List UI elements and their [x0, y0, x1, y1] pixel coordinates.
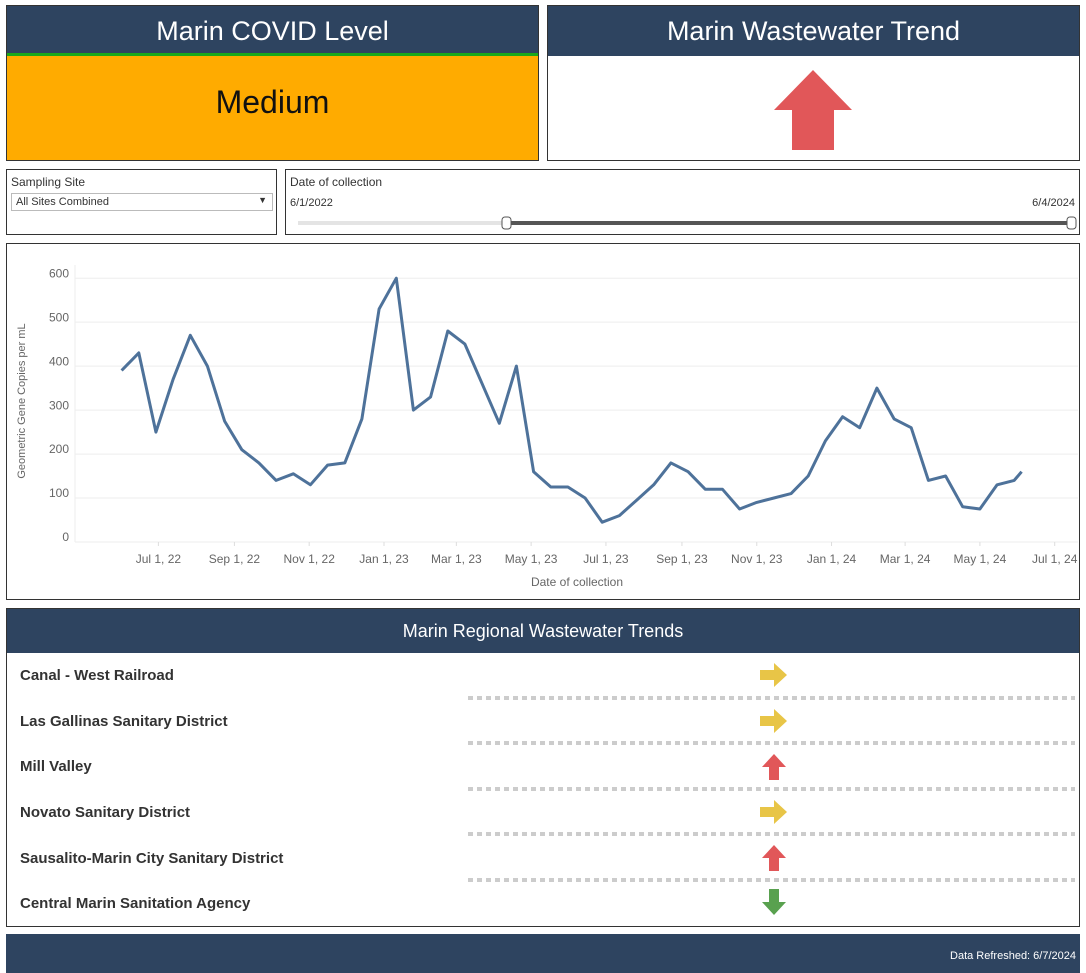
- y-tick-label: 300: [49, 398, 69, 412]
- chart-panel: Date of collection Geometric Gene Copies…: [6, 243, 1080, 600]
- footer: Data Refreshed: 6/7/2024: [6, 934, 1080, 973]
- x-tick-label: Jul 1, 23: [583, 552, 629, 566]
- date-end: 6/4/2024: [1032, 197, 1075, 209]
- chart: Date of collection Geometric Gene Copies…: [16, 265, 1078, 589]
- y-tick-label: 100: [49, 486, 69, 500]
- site-label: Sampling Site: [11, 175, 86, 189]
- y-tick-label: 600: [49, 266, 69, 280]
- date-label: Date of collection: [290, 175, 383, 189]
- x-tick-label: Nov 1, 22: [284, 552, 336, 566]
- y-tick-label: 200: [49, 442, 69, 456]
- row-name: Novato Sanitary District: [20, 804, 191, 821]
- y-axis-label: Geometric Gene Copies per mL: [16, 323, 28, 478]
- x-tick-label: May 1, 24: [954, 552, 1007, 566]
- y-tick-label: 500: [49, 310, 69, 324]
- site-dropdown[interactable]: All Sites Combined ▼: [11, 193, 273, 211]
- trend-icons: [468, 663, 1075, 915]
- level-value: Medium: [215, 84, 330, 120]
- level-panel: Marin COVID Level Medium: [6, 5, 539, 161]
- trend-arrow: [774, 70, 852, 150]
- trend-panel: Marin Wastewater Trend: [547, 5, 1080, 161]
- row-name: Central Marin Sanitation Agency: [20, 895, 251, 912]
- x-tick-label: Mar 1, 24: [880, 552, 931, 566]
- data-line: [120, 276, 1023, 524]
- trend-title: Marin Wastewater Trend: [548, 6, 1079, 56]
- row-name: Canal - West Railroad: [20, 667, 174, 684]
- x-tick-label: May 1, 23: [505, 552, 558, 566]
- row-name: Las Gallinas Sanitary District: [20, 713, 228, 730]
- row-name: Mill Valley: [20, 758, 92, 775]
- x-tick-label: Nov 1, 23: [731, 552, 783, 566]
- x-axis-label: Date of collection: [531, 575, 623, 589]
- row-name: Sausalito-Marin City Sanitary District: [20, 850, 284, 867]
- x-tick-label: Jul 1, 24: [1032, 552, 1078, 566]
- date-slider[interactable]: [286, 214, 1079, 232]
- x-tick-label: Mar 1, 23: [431, 552, 482, 566]
- refresh-note: Data Refreshed: 6/7/2024: [950, 950, 1076, 962]
- x-tick-label: Sep 1, 22: [209, 552, 261, 566]
- site-value: All Sites Combined: [16, 196, 109, 208]
- site-filter: Sampling Site All Sites Combined ▼: [6, 169, 277, 235]
- y-tick-label: 0: [62, 530, 69, 544]
- date-filter: Date of collection 6/1/2022 6/4/2024: [285, 169, 1080, 235]
- x-tick-label: Jan 1, 24: [807, 552, 857, 566]
- regional-title: Marin Regional Wastewater Trends: [7, 609, 1079, 653]
- x-tick-label: Jan 1, 23: [359, 552, 409, 566]
- x-tick-label: Sep 1, 23: [656, 552, 708, 566]
- level-title: Marin COVID Level: [7, 6, 538, 56]
- y-tick-label: 400: [49, 354, 69, 368]
- date-start: 6/1/2022: [290, 197, 333, 209]
- regional-panel: Marin Regional Wastewater Trends Canal -…: [6, 608, 1080, 927]
- x-tick-label: Jul 1, 22: [136, 552, 182, 566]
